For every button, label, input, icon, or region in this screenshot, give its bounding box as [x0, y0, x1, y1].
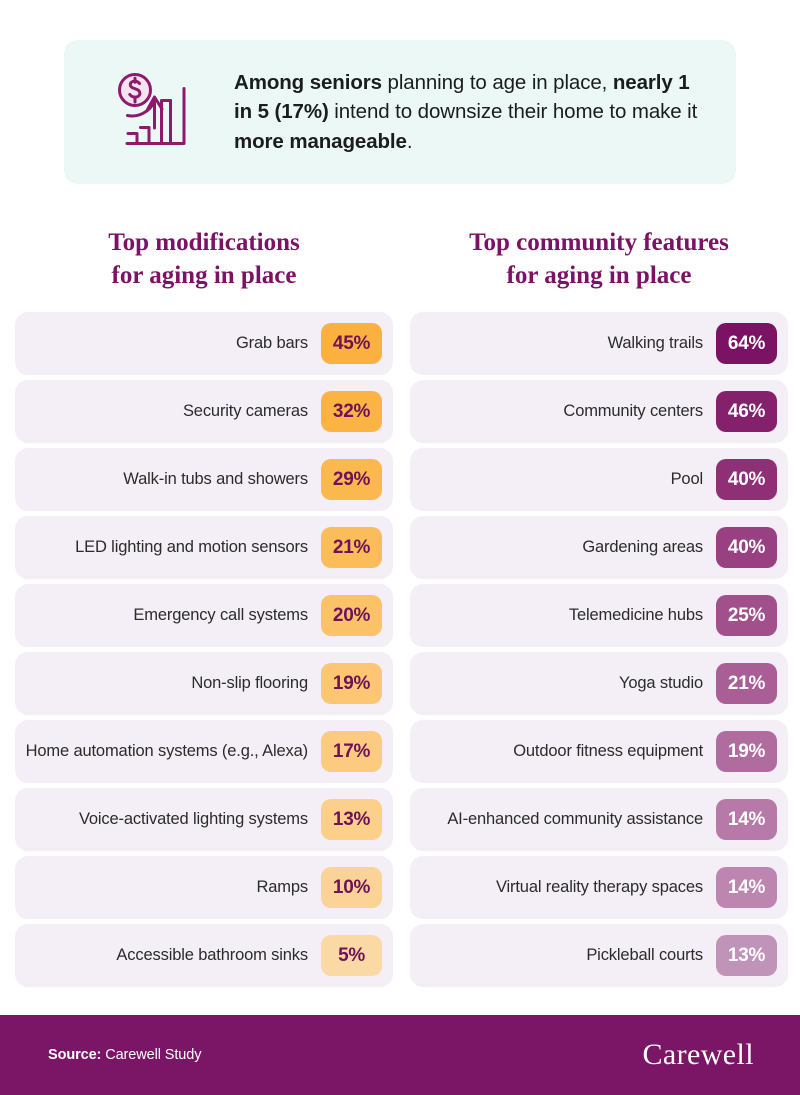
stat-row: Pickleball courts 13% — [410, 924, 788, 987]
stat-row-badge: 64% — [716, 323, 777, 364]
stat-row-badge: 25% — [716, 595, 777, 636]
right-column-heading-line1: Top community features — [469, 229, 729, 256]
right-stat-list: Walking trails 64% Community centers 46% Poo… — [410, 312, 788, 987]
stat-row: Non-slip flooring 19% — [15, 652, 393, 715]
right-column-heading: Top community features for aging in plac… — [410, 226, 788, 292]
stat-row-label: LED lighting and motion sensors — [75, 538, 308, 557]
stat-row: Yoga studio 21% — [410, 652, 788, 715]
right-column-heading-line2: for aging in place — [506, 262, 692, 289]
stat-row: Voice-activated lighting systems 13% — [15, 788, 393, 851]
stat-row-label: Emergency call systems — [133, 606, 308, 625]
stat-row-badge: 10% — [321, 867, 382, 908]
footer-source-value: Carewell Study — [101, 1047, 202, 1063]
stat-row: Home automation systems (e.g., Alexa) 17% — [15, 720, 393, 783]
stat-row-label: Telemedicine hubs — [568, 606, 703, 625]
stat-row: Walk-in tubs and showers 29% — [15, 448, 393, 511]
stat-row: Ramps 10% — [15, 856, 393, 919]
stat-row-badge: 29% — [321, 459, 382, 500]
left-column-heading-line1: Top modifications — [108, 229, 300, 256]
stat-row-label: Gardening areas — [582, 538, 703, 557]
stat-row-badge: 46% — [716, 391, 777, 432]
stat-row-label: Security cameras — [182, 402, 308, 421]
stat-row-label: Accessible bathroom sinks — [116, 946, 308, 965]
stat-row-label: Walk-in tubs and showers — [123, 470, 308, 489]
stat-row-label: Community centers — [563, 402, 703, 421]
stat-row: Outdoor fitness equipment 19% — [410, 720, 788, 783]
stat-row: Telemedicine hubs 25% — [410, 584, 788, 647]
stat-row-label: Pool — [670, 470, 704, 489]
stat-row-badge: 19% — [716, 731, 777, 772]
stat-row: Accessible bathroom sinks 5% — [15, 924, 393, 987]
stat-row-label: Voice-activated lighting systems — [78, 810, 308, 829]
stat-row: Community centers 46% — [410, 380, 788, 443]
stat-row-badge: 21% — [321, 527, 382, 568]
stat-row-label: Yoga studio — [619, 674, 703, 693]
stat-row: LED lighting and motion sensors 21% — [15, 516, 393, 579]
footer-source-label: Source: — [48, 1047, 102, 1063]
callout-banner: Among seniors planning to age in place, … — [64, 40, 736, 184]
stat-row-badge: 17% — [321, 731, 382, 772]
stat-row-label: Walking trails — [607, 334, 704, 353]
stat-row-label: Outdoor fitness equipment — [513, 742, 703, 761]
stat-row-badge: 32% — [321, 391, 382, 432]
stat-row: Emergency call systems 20% — [15, 584, 393, 647]
stat-row: Grab bars 45% — [15, 312, 393, 375]
stat-row-label: Virtual reality therapy spaces — [495, 878, 703, 897]
left-stat-list: Grab bars 45% Security cameras 32% Walk-in t… — [15, 312, 393, 987]
stat-row-badge: 45% — [321, 323, 382, 364]
stat-row: AI-enhanced community assistance 14% — [410, 788, 788, 851]
stat-row-badge: 5% — [321, 935, 382, 976]
stat-row: Pool 40% — [410, 448, 788, 511]
money-growth-chart-icon — [116, 70, 194, 154]
stat-row-badge: 19% — [321, 663, 382, 704]
stat-row-label: Ramps — [256, 878, 308, 897]
stat-row: Gardening areas 40% — [410, 516, 788, 579]
stat-row-badge: 13% — [716, 935, 777, 976]
stat-row-badge: 40% — [716, 459, 777, 500]
stat-row: Virtual reality therapy spaces 14% — [410, 856, 788, 919]
stat-row-badge: 40% — [716, 527, 777, 568]
left-column-heading: Top modifications for aging in place — [15, 226, 393, 292]
stat-row-label: Grab bars — [235, 334, 308, 353]
stat-row-label: AI-enhanced community assistance — [447, 810, 703, 829]
footer-source: Source: Carewell Study — [48, 1047, 201, 1063]
left-column-heading-line2: for aging in place — [111, 262, 297, 289]
stat-row-badge: 14% — [716, 799, 777, 840]
stat-row-badge: 20% — [321, 595, 382, 636]
banner-text: Among seniors planning to age in place, … — [234, 70, 698, 153]
stat-row-label: Home automation systems (e.g., Alexa) — [25, 742, 309, 761]
stat-row-badge: 14% — [716, 867, 777, 908]
stat-row: Security cameras 32% — [15, 380, 393, 443]
stat-row-badge: 13% — [321, 799, 382, 840]
stat-row-label: Non-slip flooring — [191, 674, 308, 693]
footer-bar: Source: Carewell Study Carewell — [0, 1015, 800, 1095]
stat-row: Walking trails 64% — [410, 312, 788, 375]
stat-row-label: Pickleball courts — [586, 946, 703, 965]
carewell-logo: Carewell — [642, 1038, 754, 1071]
stat-row-badge: 21% — [716, 663, 777, 704]
